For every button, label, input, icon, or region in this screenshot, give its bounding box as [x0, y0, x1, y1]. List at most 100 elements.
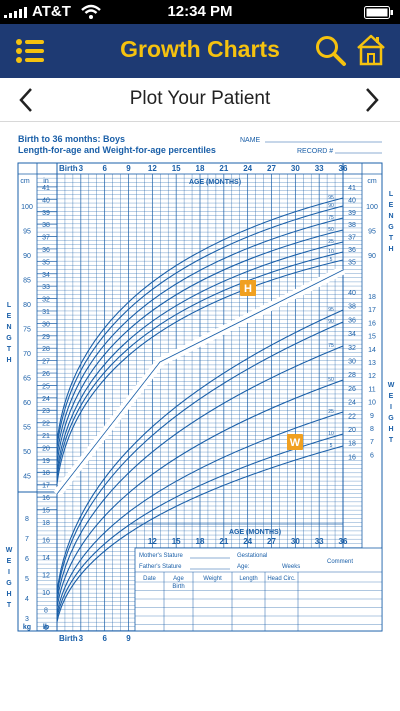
length-percentile-curve	[56, 217, 344, 457]
length-in-label: 20	[42, 445, 50, 452]
top-axis-label: 33	[315, 164, 324, 173]
weeks-label: Weeks	[282, 564, 300, 570]
right-length-in-label: 35	[348, 259, 356, 266]
right-weight-kg-label: 15	[368, 334, 376, 341]
top-axis-label: 27	[267, 164, 276, 173]
weight-percentile-curve	[56, 445, 344, 623]
mother-stature-label: Mother's Stature	[139, 553, 183, 559]
home-icon[interactable]	[355, 33, 387, 67]
right-weight-lb-label: 24	[348, 400, 356, 407]
search-icon[interactable]	[314, 34, 348, 68]
length-in-label: 28	[42, 346, 50, 353]
table-header: Length	[239, 576, 257, 582]
length-in-label: 40	[42, 197, 50, 204]
length-cm-label: 50	[23, 449, 31, 456]
growth-chart[interactable]: Birth to 36 months: Boys Length-for-age a…	[0, 122, 400, 711]
bottom-axis-label: Birth	[59, 634, 78, 643]
left-weight-lb-label: 16	[42, 538, 50, 545]
weight-percentile-curve	[56, 309, 344, 593]
length-in-label: 19	[42, 458, 50, 465]
left-weight-lb-label: 12	[42, 573, 50, 580]
weight-percentile-label: 95	[328, 307, 334, 313]
right-length-cm-label: 90	[368, 253, 376, 260]
weight-side-letter: T	[7, 602, 12, 609]
table-header: Head Circ.	[267, 576, 296, 582]
right-length-in-label: 39	[348, 210, 356, 217]
right-weight-lb-label: 20	[348, 427, 356, 434]
lb-unit-label: lb	[43, 624, 49, 631]
right-weight-kg-label: 6	[370, 452, 374, 459]
right-length-cm-label: 100	[366, 204, 378, 211]
length-side-letter: N	[6, 324, 11, 331]
menu-icon[interactable]	[14, 37, 46, 65]
right-weight-kg-label: 16	[368, 320, 376, 327]
chevron-right-icon[interactable]	[360, 86, 384, 114]
length-in-label: 26	[42, 371, 50, 378]
top-axis-label: 6	[102, 164, 107, 173]
right-weight-lb-label: 32	[348, 345, 356, 352]
length-side-letter: H	[6, 357, 11, 364]
right-weight-lb-label: 30	[348, 359, 356, 366]
right-length-in-label: 37	[348, 235, 356, 242]
length-cm-label: 100	[21, 204, 33, 211]
left-weight-lb-label: 14	[42, 555, 50, 562]
right-weight-kg-label: 7	[370, 439, 374, 446]
top-axis-label: 9	[126, 164, 131, 173]
father-stature-label: Father's Stature	[139, 564, 182, 570]
top-axis-label: Birth	[59, 164, 78, 173]
length-in-label: 33	[42, 284, 50, 291]
weight-side-letter-right: W	[388, 382, 395, 389]
left-weight-kg-label: 8	[25, 516, 29, 523]
length-percentile-label: 50	[328, 227, 334, 233]
nav-bar: Plot Your Patient	[0, 78, 400, 122]
length-percentile-curve	[56, 251, 344, 479]
status-bar: AT&T 12:34 PM	[0, 0, 400, 24]
length-percentile-label: 95	[328, 195, 334, 201]
length-side-letter-right: H	[388, 246, 393, 253]
length-percentile-label: 10	[328, 249, 334, 255]
top-axis-label: 36	[339, 164, 348, 173]
left-weight-kg-label: 3	[25, 616, 29, 623]
right-weight-lb-label: 26	[348, 386, 356, 393]
length-percentile-label: 5	[330, 257, 333, 263]
right-weight-kg-label: 14	[368, 347, 376, 354]
lower-age-axis-label: 21	[219, 537, 228, 546]
length-in-label: 31	[42, 309, 50, 316]
cm-unit-label-right: cm	[367, 178, 377, 185]
weight-percentile-curve	[56, 379, 344, 609]
length-weight-divider-line	[56, 269, 344, 495]
chart-title-line2: Length-for-age and Weight-for-age percen…	[18, 145, 216, 155]
length-in-label: 25	[42, 383, 50, 390]
table-header: Date	[143, 576, 156, 582]
right-weight-kg-label: 8	[370, 426, 374, 433]
right-weight-kg-label: 18	[368, 294, 376, 301]
length-percentile-curve	[56, 259, 344, 485]
wifi-icon	[81, 4, 101, 19]
clock-time: 12:34 PM	[167, 3, 233, 20]
in-unit-label: in	[43, 178, 49, 185]
length-in-label: 18	[42, 470, 50, 477]
weight-percentile-label: 10	[328, 431, 334, 437]
weight-side-letter-right: T	[389, 437, 394, 444]
length-in-label: 27	[42, 359, 50, 366]
top-axis-label: 12	[148, 164, 157, 173]
top-axis-label: 3	[79, 164, 84, 173]
length-in-label: 37	[42, 235, 50, 242]
weight-side-letter-right: I	[390, 404, 392, 411]
left-weight-kg-label: 6	[25, 556, 29, 563]
weight-side-letter: I	[8, 569, 10, 576]
top-axis-label: 30	[291, 164, 300, 173]
table-header: Age	[173, 576, 184, 582]
length-in-label: 39	[42, 210, 50, 217]
length-side-letter-right: T	[389, 235, 394, 242]
chevron-left-icon[interactable]	[14, 86, 38, 114]
weight-marker-box	[287, 434, 303, 450]
left-weight-lb-label: 18	[42, 520, 50, 527]
length-cm-label: 95	[23, 229, 31, 236]
length-side-letter-right: L	[389, 191, 394, 198]
weight-percentile-label: 5	[330, 443, 333, 449]
length-side-letter: L	[7, 302, 12, 309]
right-weight-lb-label: 28	[348, 372, 356, 379]
right-weight-lb-label: 34	[348, 331, 356, 338]
